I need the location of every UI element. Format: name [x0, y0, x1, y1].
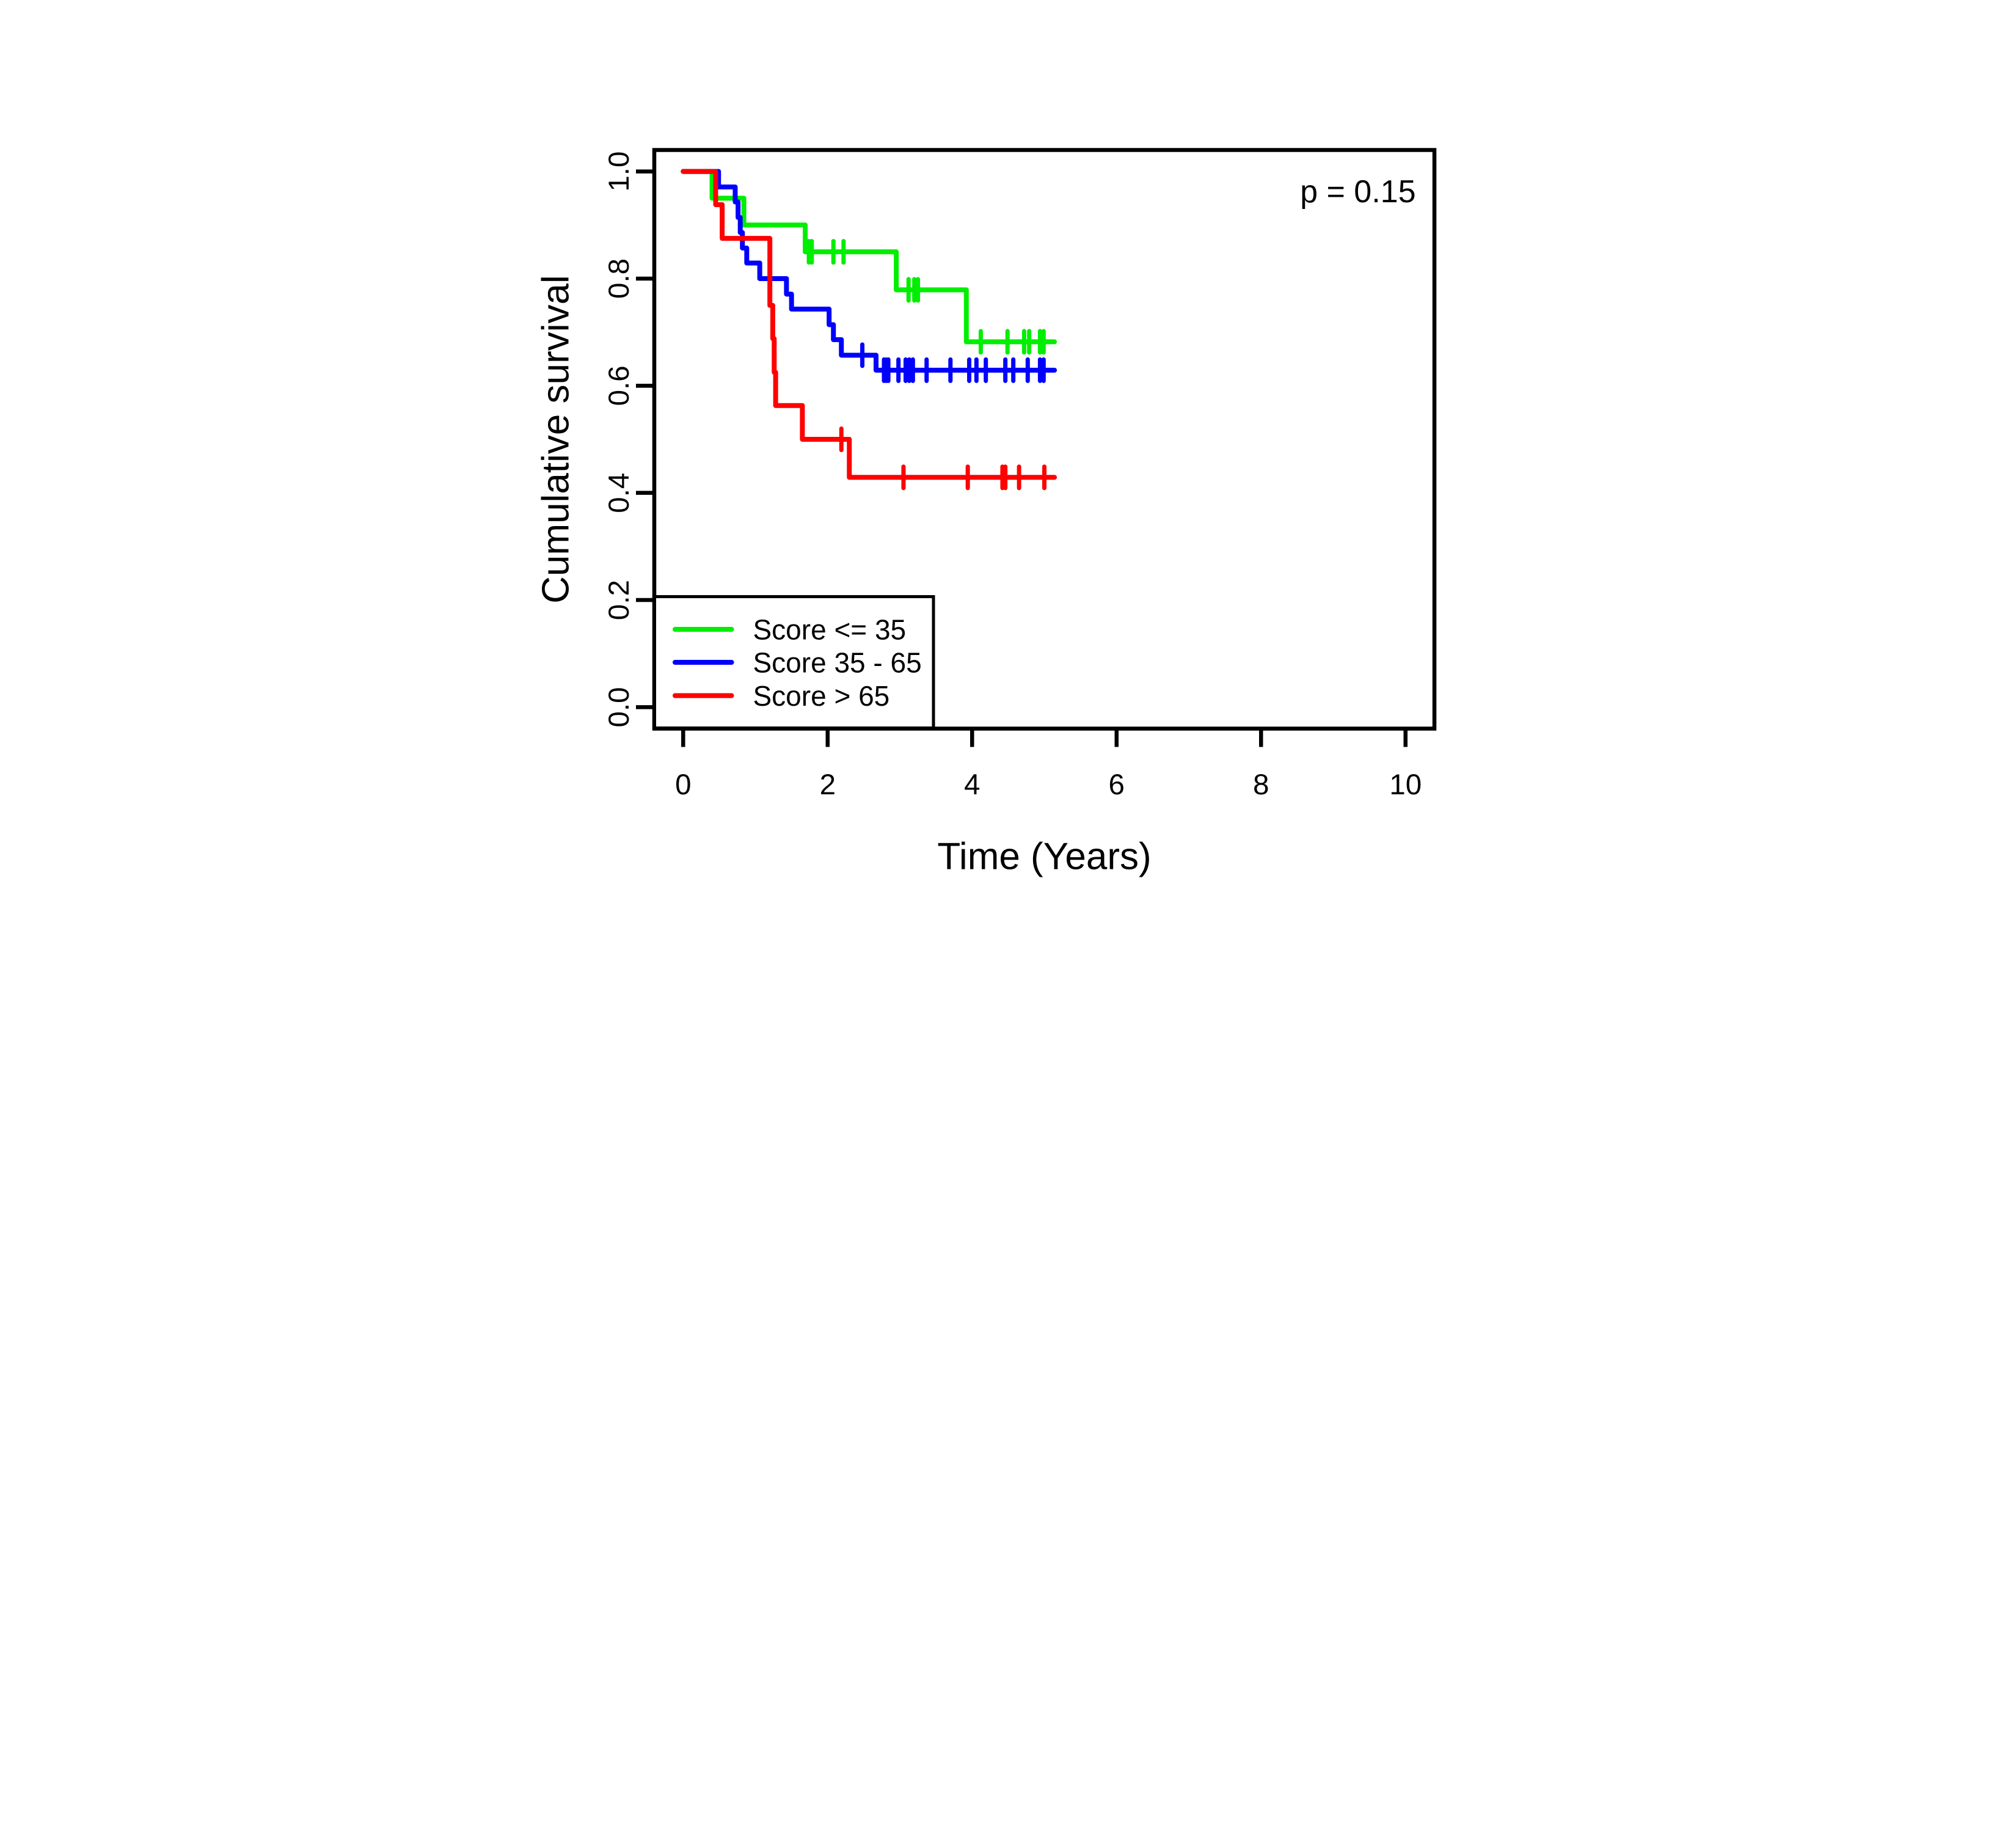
- y-axis: 0.0 0.2 0.4 0.6 0.8 1.0: [603, 152, 654, 727]
- censor-ticks-score-gt-65: [839, 426, 1046, 491]
- y-tick-label: 1.0: [603, 152, 635, 192]
- y-axis-title: Cumulative survival: [535, 275, 577, 604]
- km-curve-score-le-35: [681, 169, 1057, 355]
- y-tick-label: 0.2: [603, 580, 635, 620]
- km-curve-score-35-65: [681, 169, 1057, 383]
- y-tick-label: 0.8: [603, 258, 635, 299]
- x-tick-label: 4: [964, 769, 980, 801]
- legend-label-score-35-65: Score 35 - 65: [753, 647, 922, 679]
- y-tick-label: 0.6: [603, 365, 635, 406]
- km-curve-score-gt-65: [681, 169, 1057, 491]
- y-tick-label: 0.0: [603, 687, 635, 727]
- x-tick-label: 6: [1109, 769, 1125, 801]
- legend-label-score-gt-65: Score > 65: [753, 680, 890, 712]
- figure: 0 2 4 6 8 10 0.0 0.2 0.4 0.6 0.8 1.0 Time (Years) Cum…: [504, 0, 1512, 916]
- x-axis: 0 2 4 6 8 10: [675, 728, 1422, 801]
- survival-step-line-score-gt-65: [681, 169, 1057, 480]
- plot-box: [652, 148, 1437, 731]
- x-axis-title: Time (Years): [937, 836, 1151, 878]
- x-tick-label: 0: [675, 769, 691, 801]
- x-tick-label: 2: [820, 769, 836, 801]
- p-value-annotation: p = 0.15: [1300, 174, 1415, 210]
- legend-label-score-le-35: Score <= 35: [753, 614, 907, 646]
- survival-step-line-score-le-35: [681, 169, 1057, 345]
- censor-ticks-score-35-65: [860, 342, 1046, 383]
- x-tick-label: 8: [1253, 769, 1269, 801]
- x-tick-label: 10: [1389, 769, 1422, 801]
- censor-ticks-score-le-35: [806, 239, 1046, 355]
- km-survival-chart: 0 2 4 6 8 10 0.0 0.2 0.4 0.6 0.8 1.0 Time (Years) Cum…: [504, 0, 1512, 916]
- y-tick-label: 0.4: [603, 473, 635, 513]
- figure-background: [504, 0, 1512, 916]
- survival-step-line-score-35-65: [681, 169, 1057, 373]
